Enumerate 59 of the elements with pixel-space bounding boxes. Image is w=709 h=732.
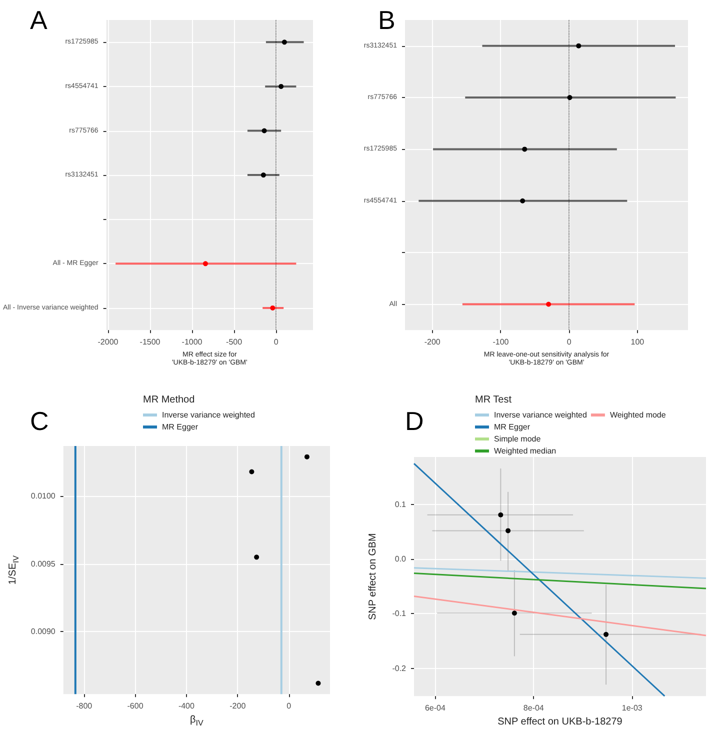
legend-label: MR Egger xyxy=(162,422,198,432)
y-tick-label: 0.0100 xyxy=(30,492,56,501)
point xyxy=(576,43,582,48)
y-tick-label: 0.0 xyxy=(394,554,407,564)
x-tick-label: -600 xyxy=(127,702,144,711)
x-tick-label: -500 xyxy=(226,338,243,347)
y-tick-label: 0.0095 xyxy=(30,559,56,568)
point xyxy=(260,172,266,178)
x-tick-label: -1000 xyxy=(182,338,203,347)
x-tick-label: -1500 xyxy=(140,338,161,347)
legend-label: Inverse variance weighted xyxy=(162,410,255,420)
x-tick-label: 0 xyxy=(274,338,279,347)
x-tick-label: -800 xyxy=(76,702,93,711)
x-tick-label: -200 xyxy=(230,702,246,711)
x-tick-label: 8e-04 xyxy=(523,704,544,713)
point xyxy=(316,680,321,686)
x-tick-label: -2000 xyxy=(98,338,119,347)
point xyxy=(262,128,267,134)
point xyxy=(282,40,287,45)
legend-title: MR Test xyxy=(475,394,512,406)
point xyxy=(520,198,526,204)
chart-title: B xyxy=(378,5,396,35)
y-axis-title: SNP effect on GBM xyxy=(368,533,378,620)
y-tick-label: -0.1 xyxy=(392,609,407,618)
point xyxy=(522,146,528,152)
x-tick-label: 100 xyxy=(630,338,645,347)
y-tick-label: 0.1 xyxy=(394,500,407,509)
x-tick-label: 1e-03 xyxy=(622,704,643,713)
x-axis-title: SNP effect on UKB-b-18279 xyxy=(498,716,623,728)
legend-label: Simple mode xyxy=(494,434,542,444)
legend-label: Weighted median xyxy=(494,446,556,456)
x-tick-label: -400 xyxy=(178,702,196,711)
point xyxy=(498,512,504,518)
legend-title: MR Method xyxy=(143,394,195,406)
y-tick-label: -0.2 xyxy=(392,664,407,673)
x-tick-label: 0 xyxy=(566,338,572,347)
point xyxy=(254,554,260,560)
point xyxy=(249,469,254,474)
point xyxy=(278,84,284,89)
point xyxy=(546,302,552,307)
x-tick-label: 0 xyxy=(286,702,292,711)
chart-title: D xyxy=(405,406,424,436)
x-tick-label: 6e-04 xyxy=(424,704,446,713)
point xyxy=(512,610,517,616)
x-tick-label: -100 xyxy=(492,338,510,347)
point xyxy=(604,632,609,637)
legend-label: Inverse variance weighted xyxy=(494,410,587,420)
x-tick-label: -200 xyxy=(424,338,441,347)
point xyxy=(567,95,572,100)
point xyxy=(304,454,310,460)
chart-title: C xyxy=(30,406,49,436)
y-axis-title: 1/SEIV xyxy=(8,554,20,585)
chart-title: A xyxy=(30,5,48,35)
legend-label: Weighted mode xyxy=(610,410,666,420)
point xyxy=(270,305,276,310)
point xyxy=(506,528,511,534)
legend-label: MR Egger xyxy=(494,422,530,432)
y-tick-label: 0.0090 xyxy=(30,627,56,636)
point xyxy=(202,261,208,266)
